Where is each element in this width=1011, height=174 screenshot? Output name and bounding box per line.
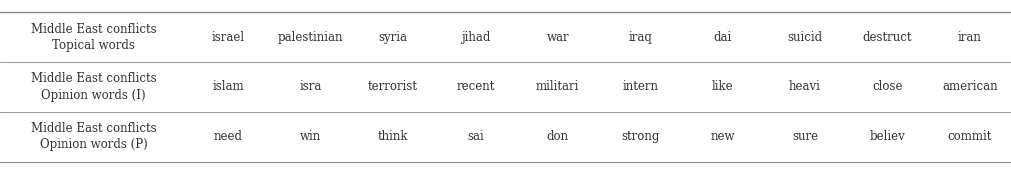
Text: heavi: heavi <box>789 81 821 93</box>
Text: sai: sai <box>467 130 484 143</box>
Text: dai: dai <box>714 31 732 44</box>
Text: iraq: iraq <box>628 31 652 44</box>
Text: militari: militari <box>536 81 579 93</box>
Text: sure: sure <box>792 130 818 143</box>
Text: destruct: destruct <box>862 31 912 44</box>
Text: intern: intern <box>622 81 658 93</box>
Text: close: close <box>872 81 903 93</box>
Text: suicid: suicid <box>788 31 823 44</box>
Text: strong: strong <box>621 130 659 143</box>
Text: think: think <box>378 130 408 143</box>
Text: Middle East conflicts
Topical words: Middle East conflicts Topical words <box>30 23 157 52</box>
Text: terrorist: terrorist <box>368 81 418 93</box>
Text: Middle East conflicts
Opinion words (P): Middle East conflicts Opinion words (P) <box>30 122 157 151</box>
Text: commit: commit <box>947 130 992 143</box>
Text: american: american <box>942 81 998 93</box>
Text: iran: iran <box>957 31 982 44</box>
Text: syria: syria <box>378 31 407 44</box>
Text: islam: islam <box>212 81 244 93</box>
Text: recent: recent <box>456 81 494 93</box>
Text: believ: believ <box>869 130 905 143</box>
Text: don: don <box>547 130 569 143</box>
Text: jihad: jihad <box>461 31 490 44</box>
Text: palestinian: palestinian <box>278 31 344 44</box>
Text: isra: isra <box>299 81 321 93</box>
Text: Middle East conflicts
Opinion words (I): Middle East conflicts Opinion words (I) <box>30 73 157 101</box>
Text: new: new <box>711 130 735 143</box>
Text: need: need <box>213 130 243 143</box>
Text: israel: israel <box>211 31 245 44</box>
Text: like: like <box>712 81 733 93</box>
Text: war: war <box>547 31 569 44</box>
Text: win: win <box>300 130 321 143</box>
